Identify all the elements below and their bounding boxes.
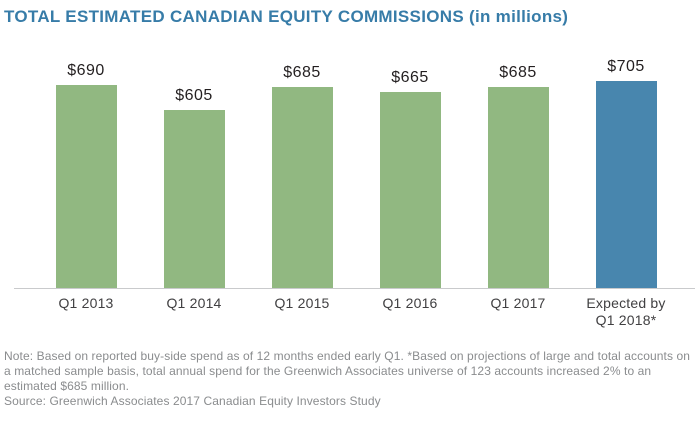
bar — [55, 85, 117, 288]
bar — [271, 86, 333, 288]
bar-column: $690 — [32, 55, 140, 288]
bar-column: $685 — [464, 55, 572, 288]
bar — [163, 110, 225, 288]
bar-chart-area: $690 $605 $685 $665 $685 $705 — [14, 55, 695, 289]
category-label: Expected by Q1 2018* — [586, 295, 666, 328]
footnote-note: Note: Based on reported buy-side spend a… — [4, 349, 691, 393]
footnote-source: Source: Greenwich Associates 2017 Canadi… — [4, 394, 381, 408]
footnote: Note: Based on reported buy-side spend a… — [4, 349, 695, 409]
bar-value-label: $685 — [499, 63, 537, 81]
bar-column: $685 — [248, 55, 356, 288]
bar-column: $605 — [140, 55, 248, 288]
category-label: Q1 2016 — [382, 295, 438, 311]
category-label: Q1 2015 — [274, 295, 330, 311]
report-page: TOTAL ESTIMATED CANADIAN EQUITY COMMISSI… — [4, 7, 695, 409]
bar-value-label: $665 — [391, 69, 429, 87]
bar-column: $665 — [356, 55, 464, 288]
bar-value-label: $685 — [283, 63, 321, 81]
category-labels-row: Q1 2013 Q1 2014 Q1 2015 Q1 2016 Q1 2017 Expec… — [32, 295, 680, 329]
bar-value-label: $705 — [607, 57, 645, 75]
category-label: Q1 2013 — [58, 295, 114, 311]
category-label: Q1 2017 — [490, 295, 546, 311]
bar — [379, 92, 441, 288]
bars-row: $690 $605 $685 $665 $685 $705 — [32, 55, 680, 288]
bar-value-label: $690 — [67, 62, 105, 79]
bar-column: $705 — [572, 55, 680, 288]
bar — [487, 86, 549, 288]
bar-highlighted — [595, 80, 657, 288]
category-label: Q1 2014 — [166, 295, 222, 311]
chart-title: TOTAL ESTIMATED CANADIAN EQUITY COMMISSI… — [4, 7, 569, 26]
bar-value-label: $605 — [175, 87, 213, 104]
